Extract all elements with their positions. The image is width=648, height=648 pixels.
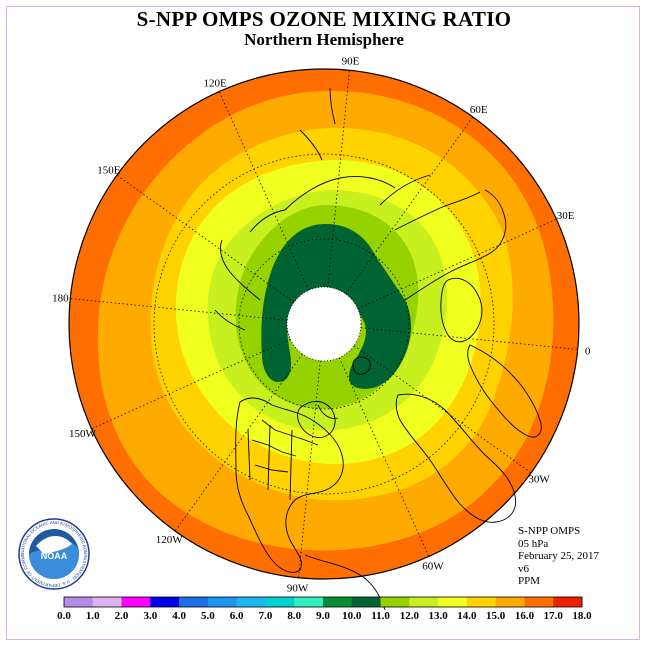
colorbar-swatch (294, 597, 324, 607)
colorbar-swatch (323, 597, 353, 607)
colorbar-label: 18.0 (572, 610, 592, 622)
colorbar-label: 1.0 (86, 610, 100, 622)
colorbar-label: 14.0 (457, 610, 477, 622)
colorbar-swatch (409, 597, 439, 607)
colorbar-label: 6.0 (230, 610, 244, 622)
colorbar-label: 17.0 (544, 610, 564, 622)
longitude-label: 30W (528, 474, 550, 486)
colorbar-label: 8.0 (287, 610, 301, 622)
meridian-line (298, 360, 321, 578)
longitude-labels: 90E 60E 30E 0 30W 60W 90W 120W 150W 180 150E 120E (52, 55, 591, 594)
colorbar-swatch (495, 597, 525, 607)
meridian-line (218, 91, 310, 291)
info-version: v6 (518, 562, 529, 575)
map-boundary (68, 68, 580, 580)
colorbar-swatch (150, 597, 180, 607)
colorbar-swatch (92, 597, 123, 607)
colorbar-swatch (121, 597, 151, 607)
colorbar-label: 12.0 (400, 610, 420, 622)
colorbar-swatch (524, 597, 554, 607)
info-level: 05 hPa (518, 537, 549, 550)
longitude-label: 180 (52, 293, 69, 305)
colorbar-label: 10.0 (342, 610, 362, 622)
meridian-line (357, 218, 557, 310)
longitude-label: 150W (69, 428, 97, 440)
meridian-line (91, 338, 291, 430)
graticule (153, 153, 495, 495)
contour-9-10 (261, 224, 412, 389)
longitude-label: 150E (97, 164, 121, 176)
figure-frame (6, 6, 640, 640)
map-title: S-NPP OMPS OZONE MIXING RATIO (136, 7, 512, 31)
colorbar-label: 7.0 (259, 610, 273, 622)
colorbar-swatch (438, 597, 468, 607)
longitude-label: 60E (470, 104, 488, 116)
longitude-label: 120W (156, 534, 184, 546)
polar-night-region (287, 287, 361, 361)
colorbar-label: 15.0 (486, 610, 506, 622)
colorbar-label: 3.0 (143, 610, 157, 622)
colorbar-label: 16.0 (515, 610, 535, 622)
meridian-line (360, 327, 578, 350)
longitude-label: 60W (422, 561, 444, 573)
meridian-line (327, 70, 350, 288)
colorbar-label: 0.0 (57, 610, 71, 622)
meridian-line (116, 174, 295, 303)
meridian-line (353, 345, 532, 474)
colorbar-label: 5.0 (201, 610, 215, 622)
ozone-field (69, 69, 579, 579)
longitude-label: 0 (585, 345, 591, 357)
colorbar-swatch (380, 597, 410, 607)
longitude-label: 90W (287, 583, 309, 595)
colorbar-swatch (466, 597, 497, 607)
colorbar-label: 13.0 (428, 610, 448, 622)
coastlines (214, 87, 542, 611)
colorbar-label: 11.0 (371, 610, 390, 622)
colorbar-swatch (179, 597, 209, 607)
colorbar-swatch (351, 597, 382, 607)
longitude-label: 120E (203, 77, 227, 89)
info-block: S-NPP OMPS 05 hPa February 25, 2017 v6 P… (518, 525, 599, 588)
info-instrument: S-NPP OMPS (518, 525, 581, 537)
meridian-lines (70, 70, 578, 578)
colorbar-swatch (236, 597, 266, 607)
colorbar-frame (63, 596, 583, 608)
meridian-line (338, 357, 430, 557)
colorbar-swatch (64, 597, 94, 607)
meridian-line (70, 298, 288, 321)
longitude-label: 30E (557, 210, 575, 222)
colorbar-swatch (265, 597, 295, 607)
map-subtitle: Northern Hemisphere (244, 30, 404, 49)
info-date: February 25, 2017 (518, 550, 599, 562)
meridian-line (174, 353, 303, 532)
colorbar: 0.0 1.0 2.0 3.0 4.0 5.0 6.0 7.0 8.0 9.0 10.0 11.0 12… (57, 596, 592, 622)
info-units: PPM (518, 575, 541, 587)
meridian-line (345, 116, 474, 295)
colorbar-label: 9.0 (316, 610, 330, 622)
colorbar-label: 4.0 (172, 610, 186, 622)
colorbar-label: 2.0 (115, 610, 129, 622)
colorbar-swatch (207, 597, 238, 607)
longitude-label: 90E (342, 55, 360, 67)
colorbar-swatch (553, 597, 583, 607)
